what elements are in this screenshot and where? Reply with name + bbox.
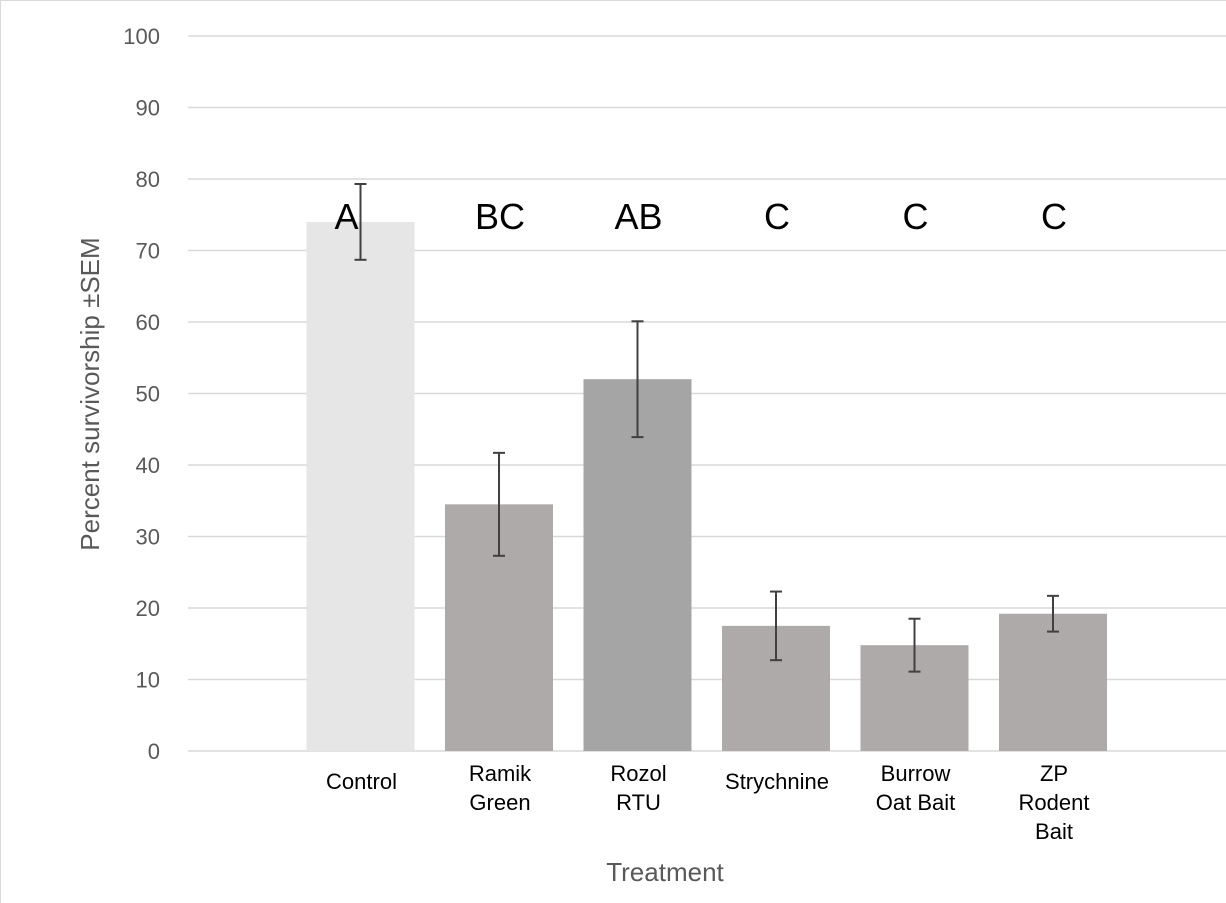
x-tick-label-line: Ramik	[469, 761, 532, 786]
y-tick-label: 60	[136, 310, 160, 335]
significance-letter: C	[1041, 196, 1067, 237]
y-tick-label: 100	[123, 24, 160, 49]
gridlines	[188, 35, 1226, 752]
y-tick-label: 20	[136, 596, 160, 621]
y-tick-label: 0	[148, 739, 160, 764]
error-bars	[354, 183, 1059, 673]
y-axis-title: Percent survivorship ±SEM	[75, 237, 105, 550]
significance-letters: A BC AB C C C	[334, 196, 1067, 237]
error-bar	[631, 320, 644, 439]
bar	[583, 379, 692, 751]
x-axis-categories: Control Ramik Green Rozol RTU Strychnine Burro…	[326, 761, 1089, 844]
x-tick-label: Strychnine	[725, 769, 829, 794]
significance-letter: C	[764, 196, 790, 237]
y-tick-label: 40	[136, 453, 160, 478]
y-tick-label: 10	[136, 668, 160, 693]
bar	[306, 221, 415, 751]
x-tick-label-line: Burrow	[881, 761, 951, 786]
x-tick-label-line: Bait	[1035, 819, 1073, 844]
x-tick-label-line: Rozol	[610, 761, 666, 786]
bars	[306, 221, 1107, 751]
significance-letter: C	[903, 196, 929, 237]
significance-letter: A	[334, 196, 358, 237]
y-tick-label: 30	[136, 525, 160, 550]
x-tick-label-line: RTU	[616, 790, 661, 815]
x-tick-label: Ramik Green	[469, 761, 532, 815]
error-bar	[354, 183, 367, 261]
bar	[999, 613, 1107, 751]
x-tick-label: ZP Rodent Bait	[1019, 761, 1090, 844]
y-tick-label: 90	[136, 96, 160, 121]
error-bar	[908, 617, 921, 673]
x-tick-label: Rozol RTU	[610, 761, 666, 815]
y-tick-label: 50	[136, 382, 160, 407]
error-bar	[1047, 594, 1059, 633]
significance-letter: AB	[614, 196, 662, 237]
x-tick-label: Burrow Oat Bait	[876, 761, 955, 815]
significance-letter: BC	[475, 196, 525, 237]
y-axis-ticks: 0 10 20 30 40 50 60 70 80 90 100	[123, 24, 160, 764]
x-tick-label-line: ZP	[1040, 761, 1068, 786]
y-tick-label: 70	[136, 239, 160, 264]
x-tick-label-line: Oat Bait	[876, 790, 955, 815]
x-tick-label-line: Control	[326, 769, 397, 794]
error-bar	[493, 451, 505, 557]
x-tick-label-line: Green	[469, 790, 530, 815]
x-axis-title: Treatment	[606, 857, 724, 887]
x-tick-label: Control	[326, 769, 397, 794]
error-bar	[770, 590, 782, 662]
x-tick-label-line: Rodent	[1019, 790, 1090, 815]
x-tick-label-line: Strychnine	[725, 769, 829, 794]
y-tick-label: 80	[136, 167, 160, 192]
